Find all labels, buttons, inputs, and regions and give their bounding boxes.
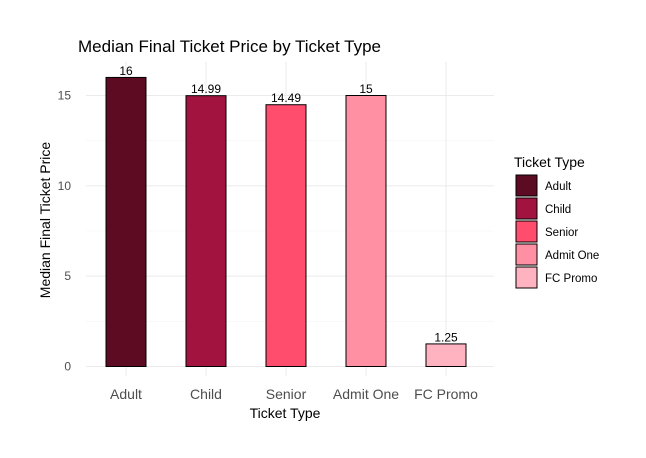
y-axis-title: Median Final Ticket Price — [37, 142, 53, 299]
legend-label: Child — [545, 204, 571, 216]
y-tick-label: 15 — [58, 89, 72, 103]
y-tick-label: 10 — [58, 179, 72, 193]
data-label: 1.25 — [434, 330, 458, 344]
legend: Ticket Type Adult Child Senior Admit One FC … — [514, 154, 599, 289]
x-tick-label: Senior — [266, 386, 307, 402]
legend-swatch — [515, 174, 538, 197]
data-label: 14.99 — [191, 82, 221, 96]
bar-adult — [105, 76, 147, 368]
y-tick-label: 5 — [64, 269, 71, 283]
x-tick-label: Adult — [110, 386, 142, 402]
bar-fc-promo — [425, 343, 467, 367]
data-label: 14.49 — [271, 91, 301, 105]
legend-swatch — [515, 266, 538, 289]
x-tick-label: Admit One — [333, 386, 399, 402]
bar-admit-one — [345, 95, 387, 367]
y-axis-ticks: 0 5 10 15 — [58, 89, 72, 374]
x-axis-title: Ticket Type — [250, 405, 321, 421]
legend-swatch — [515, 197, 538, 220]
bars — [105, 76, 467, 368]
data-label: 15 — [359, 82, 373, 96]
y-tick-label: 0 — [64, 360, 71, 374]
legend-swatch — [515, 220, 538, 243]
data-label: 16 — [119, 64, 133, 78]
legend-label: Adult — [545, 181, 572, 193]
legend-title: Ticket Type — [514, 154, 585, 170]
data-labels: 16 14.99 14.49 15 1.25 — [119, 64, 458, 344]
x-tick-label: Child — [190, 386, 222, 402]
legend-swatch — [515, 243, 538, 266]
legend-label: Admit One — [545, 250, 599, 262]
legend-label: Senior — [545, 227, 578, 239]
bar-senior — [265, 104, 307, 368]
bar-child — [185, 95, 227, 367]
legend-label: FC Promo — [545, 273, 597, 285]
x-tick-label: FC Promo — [414, 386, 478, 402]
chart-title: Median Final Ticket Price by Ticket Type — [78, 37, 381, 56]
x-axis-ticks: Adult Child Senior Admit One FC Promo — [110, 386, 478, 402]
